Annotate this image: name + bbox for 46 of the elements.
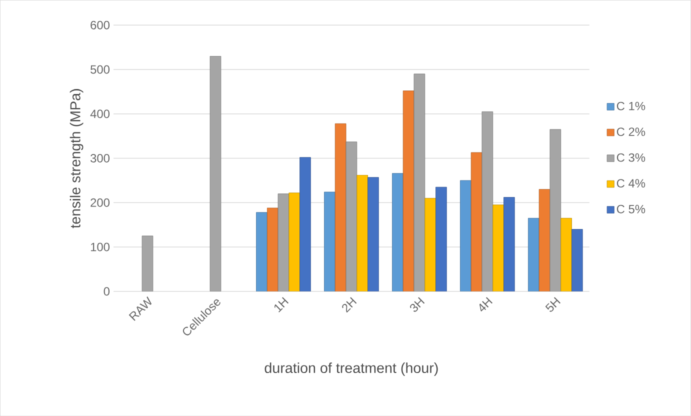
legend-label: C 2% [616,127,646,136]
bar [492,204,504,292]
bar [346,142,358,292]
bar [572,228,583,292]
bar [278,193,290,292]
legend-label: C 4% [616,178,646,188]
x-axis-title: duration of treatment (hour) [264,362,438,376]
bar [334,123,346,292]
legend-label: C 3% [616,153,646,162]
bar [538,189,550,292]
bar [368,177,379,292]
y-tick-label: 400 [90,110,110,118]
bar [324,192,336,292]
legend-label: C 1% [616,102,646,110]
x-tick-label: 3H [410,297,425,312]
bar [142,236,154,292]
bar [560,218,572,292]
y-tick-label: 0 [104,287,110,296]
bar [550,129,562,292]
bar [402,90,414,292]
y-tick-label: 500 [90,65,110,74]
bar [528,218,540,292]
y-tick-label: 100 [90,242,110,252]
x-tick-label: 2H [342,297,357,313]
legend-label: C 5% [616,204,646,214]
bar [356,174,368,292]
bar [460,180,472,292]
bar [414,74,426,292]
bar [300,157,311,292]
y-tick-label: 200 [90,198,110,207]
y-axis-title: tensile strength (MPa) [70,88,84,228]
bar [210,56,222,292]
bar [256,212,268,292]
x-tick-label: 5H [545,296,561,312]
bar [504,196,515,292]
bar [288,192,300,292]
bar [482,111,494,292]
bar [436,186,447,292]
y-tick-label: 600 [90,20,110,30]
bar [470,152,482,292]
bar [424,198,436,292]
bar [266,208,278,292]
x-tick-label: 4H [479,296,493,312]
bar [392,173,404,292]
y-tick-label: 300 [90,154,110,162]
x-tick-label: 1H [274,296,289,312]
